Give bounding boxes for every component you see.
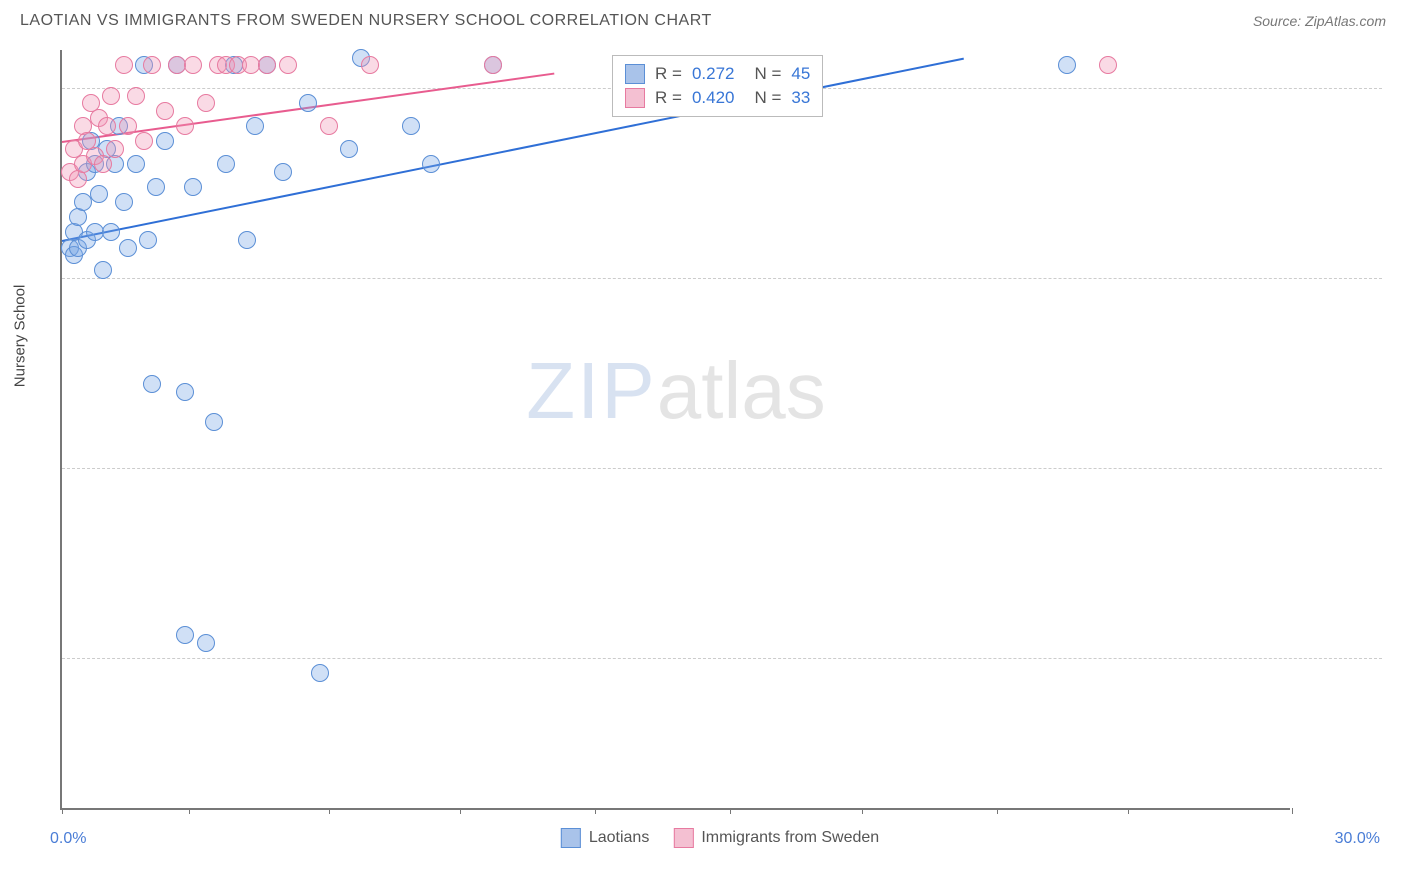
data-point — [238, 231, 256, 249]
data-point — [143, 375, 161, 393]
data-point — [340, 140, 358, 158]
legend-label: Laotians — [589, 829, 650, 847]
x-tick — [730, 808, 731, 814]
legend-label: Immigrants from Sweden — [701, 829, 879, 847]
data-point — [127, 155, 145, 173]
y-tick-label: 100.0% — [1390, 79, 1406, 97]
x-tick — [997, 808, 998, 814]
x-tick — [460, 808, 461, 814]
data-point — [361, 56, 379, 74]
series-swatch — [625, 88, 645, 108]
data-point — [484, 56, 502, 74]
r-label: R = — [655, 88, 682, 108]
legend-item: Laotians — [561, 828, 650, 848]
data-point — [242, 56, 260, 74]
data-point — [94, 261, 112, 279]
n-label: N = — [754, 88, 781, 108]
data-point — [311, 664, 329, 682]
data-point — [135, 132, 153, 150]
chart-container: ZIPatlas R =0.272N =45R =0.420N =33 Nurs… — [60, 50, 1380, 810]
data-point — [119, 117, 137, 135]
data-point — [102, 223, 120, 241]
n-value: 45 — [791, 64, 810, 84]
r-value: 0.420 — [692, 88, 735, 108]
data-point — [94, 155, 112, 173]
n-value: 33 — [791, 88, 810, 108]
legend: Laotians Immigrants from Sweden — [561, 828, 879, 848]
y-axis-label: Nursery School — [12, 285, 29, 388]
data-point — [299, 94, 317, 112]
plot-area: ZIPatlas R = 0.272 N = 45 R = 0.420 N = 33 — [60, 50, 1290, 810]
gridline — [62, 658, 1382, 659]
data-point — [402, 117, 420, 135]
data-point — [176, 626, 194, 644]
chart-header: LAOTIAN VS IMMIGRANTS FROM SWEDEN NURSER… — [0, 0, 1406, 38]
data-point — [69, 208, 87, 226]
data-point — [147, 178, 165, 196]
data-point — [197, 634, 215, 652]
y-tick-label: 97.5% — [1390, 269, 1406, 287]
legend-swatch — [561, 828, 581, 848]
data-point — [115, 193, 133, 211]
data-point — [156, 102, 174, 120]
data-point — [274, 163, 292, 181]
data-point — [156, 132, 174, 150]
gridline — [62, 468, 1382, 469]
stat-row: R = 0.420 N = 33 — [625, 86, 810, 110]
data-point — [205, 413, 223, 431]
data-point — [69, 170, 87, 188]
data-point — [320, 117, 338, 135]
gridline — [62, 278, 1382, 279]
data-point — [102, 87, 120, 105]
data-point — [258, 56, 276, 74]
data-point — [74, 193, 92, 211]
y-tick-label: 95.0% — [1390, 459, 1406, 477]
source-attribution: Source: ZipAtlas.com — [1253, 13, 1386, 29]
data-point — [422, 155, 440, 173]
y-tick-label: 92.5% — [1390, 649, 1406, 667]
data-point — [279, 56, 297, 74]
x-tick — [62, 808, 63, 814]
data-point — [127, 87, 145, 105]
data-point — [1058, 56, 1076, 74]
r-value: 0.272 — [692, 64, 735, 84]
data-point — [98, 117, 116, 135]
legend-swatch — [673, 828, 693, 848]
chart-title: LAOTIAN VS IMMIGRANTS FROM SWEDEN NURSER… — [20, 12, 712, 30]
data-point — [197, 94, 215, 112]
correlation-stats-box: R = 0.272 N = 45 R = 0.420 N = 33 — [612, 55, 823, 117]
legend-item: Immigrants from Sweden — [673, 828, 879, 848]
data-point — [90, 185, 108, 203]
data-point — [246, 117, 264, 135]
x-tick — [595, 808, 596, 814]
data-point — [168, 56, 186, 74]
stat-row: R = 0.272 N = 45 — [625, 62, 810, 86]
data-point — [176, 117, 194, 135]
x-axis-min-label: 0.0% — [50, 830, 86, 848]
data-point — [119, 239, 137, 257]
trend-line — [62, 58, 964, 242]
data-point — [184, 56, 202, 74]
data-point — [176, 383, 194, 401]
x-tick — [1128, 808, 1129, 814]
series-swatch — [625, 64, 645, 84]
data-point — [217, 155, 235, 173]
data-point — [115, 56, 133, 74]
data-point — [86, 223, 104, 241]
data-point — [143, 56, 161, 74]
x-tick — [189, 808, 190, 814]
r-label: R = — [655, 64, 682, 84]
x-tick — [862, 808, 863, 814]
x-tick — [329, 808, 330, 814]
data-point — [184, 178, 202, 196]
x-axis-max-label: 30.0% — [1335, 830, 1380, 848]
watermark: ZIPatlas — [526, 345, 825, 437]
data-point — [1099, 56, 1117, 74]
data-point — [139, 231, 157, 249]
n-label: N = — [754, 64, 781, 84]
data-point — [106, 140, 124, 158]
x-tick — [1292, 808, 1293, 814]
